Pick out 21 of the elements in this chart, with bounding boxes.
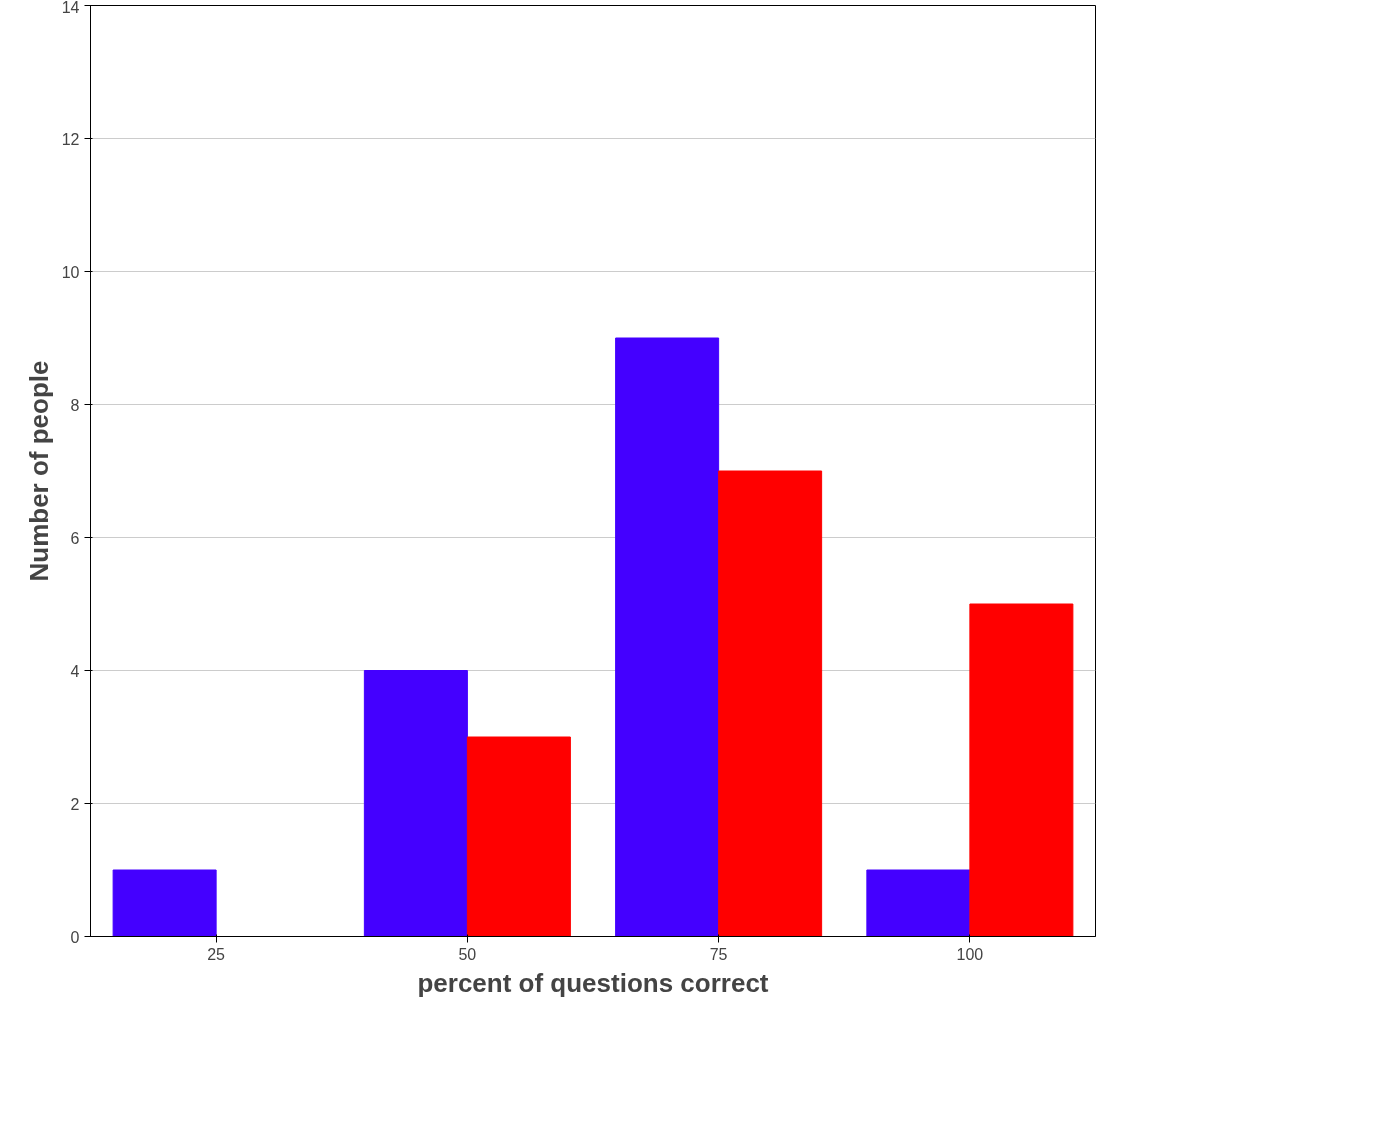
y-tick-label: 6 <box>70 529 80 547</box>
y-tick-label: 4 <box>70 662 80 680</box>
bar <box>466 736 571 937</box>
y-axis-title: Number of people <box>23 360 54 582</box>
y-tick-label: 14 <box>61 0 80 16</box>
bar <box>363 670 468 937</box>
x-axis-title: percent of questions correct <box>417 967 769 998</box>
y-tick-label: 2 <box>70 795 80 813</box>
bar <box>866 869 971 937</box>
bar <box>615 337 720 937</box>
bar <box>969 603 1074 937</box>
x-tick-label: 25 <box>207 945 226 963</box>
y-tick-label: 0 <box>70 928 80 946</box>
bar <box>112 869 217 937</box>
x-tick-label: 75 <box>709 945 728 963</box>
x-tick-label: 50 <box>458 945 477 963</box>
y-tick-label: 8 <box>70 396 80 414</box>
y-tick-label: 10 <box>61 263 80 281</box>
y-tick-label: 12 <box>61 130 80 148</box>
x-tick-label: 100 <box>956 945 984 963</box>
bar <box>718 470 823 937</box>
